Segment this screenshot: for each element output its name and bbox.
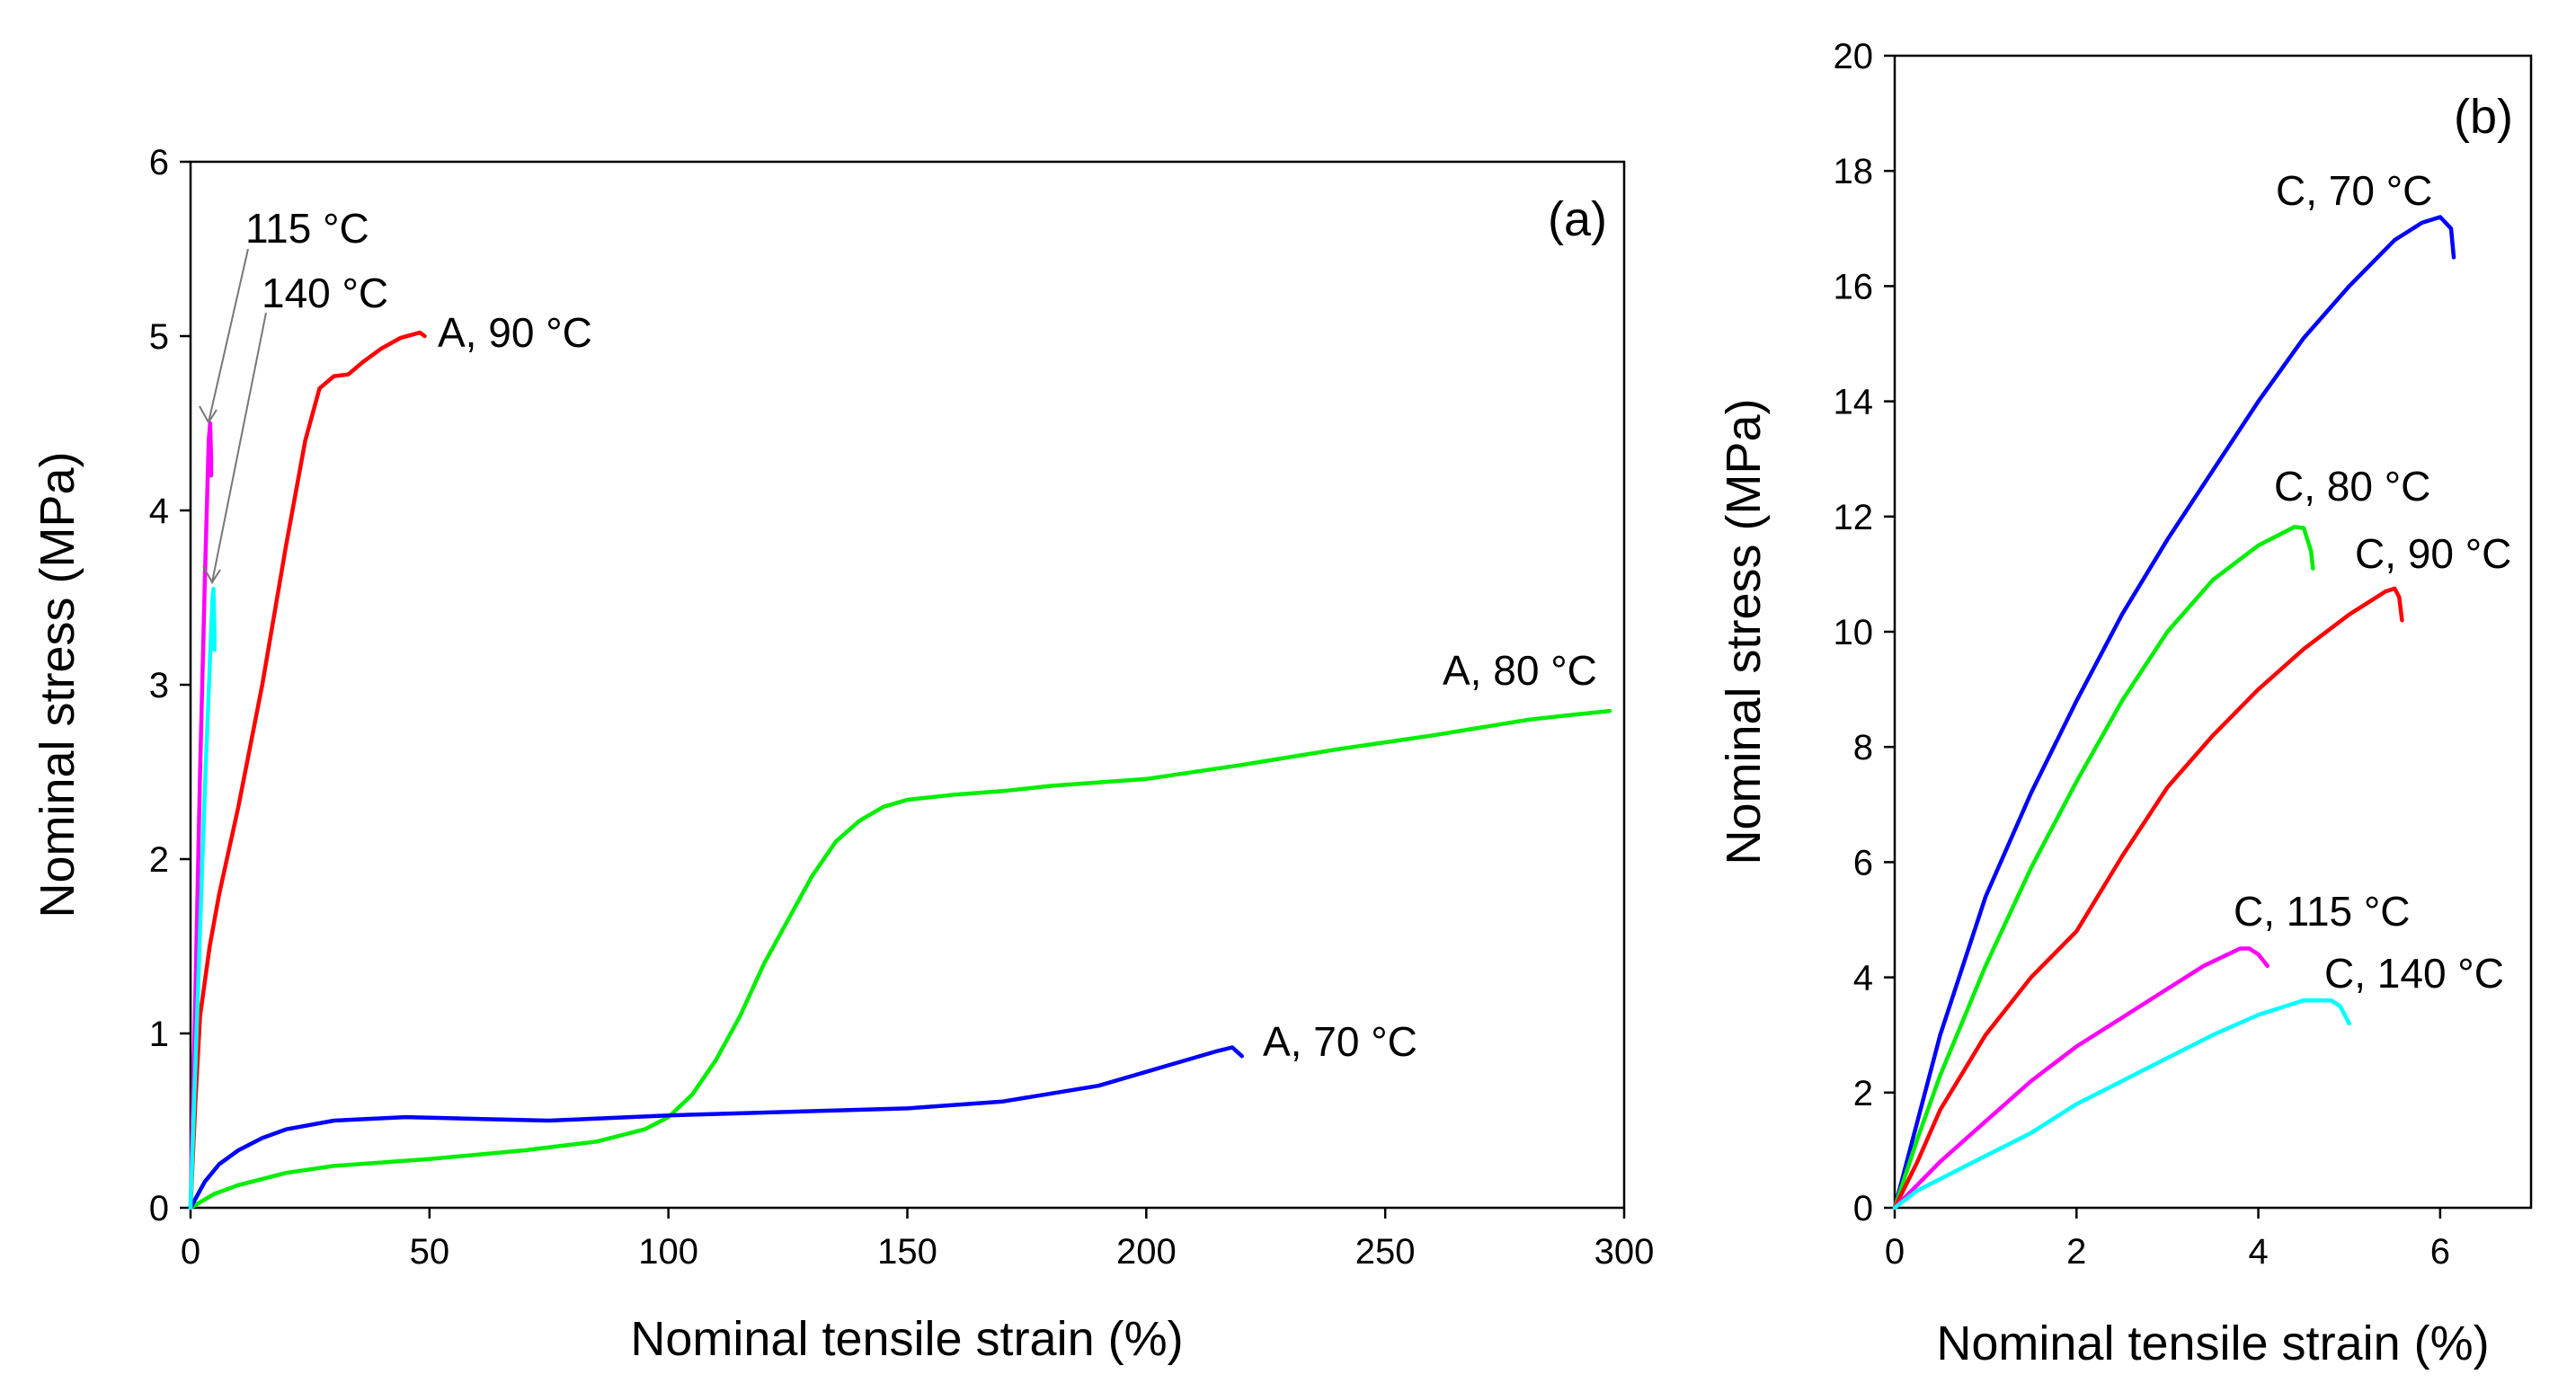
series-line-140-c: [188, 587, 217, 1210]
arrow-115: [208, 248, 249, 423]
y-tick-label: 16: [1834, 267, 1874, 306]
y-tick-label: 12: [1834, 498, 1874, 537]
y-tick-label: 6: [149, 143, 169, 182]
x-tick-label: 6: [2430, 1232, 2450, 1272]
y-tick-label: 0: [149, 1189, 169, 1228]
annotation-c-90: C, 90 °C: [2355, 530, 2511, 577]
x-axis-title-a: Nominal tensile strain (%): [630, 1312, 1183, 1366]
y-tick-label: 6: [1853, 843, 1873, 882]
annotation-140: 140 °C: [262, 270, 388, 316]
series-line-c-70-c: [1892, 215, 2456, 1210]
x-tick-label: 4: [2248, 1232, 2268, 1272]
annotation-c-70: C, 70 °C: [2276, 167, 2432, 214]
arrow-140: [211, 312, 267, 583]
chart-panel-b: 0 2 4 6 0 2 4 6 8 10 12 14 16 18 20 (b) Nominal tensi…: [1717, 37, 2533, 1370]
panel-label-a: (a): [1548, 192, 1607, 246]
x-axis-title-b: Nominal tensile strain (%): [1936, 1317, 2489, 1370]
y-tick-label: 14: [1834, 383, 1874, 422]
series-line-115-c: [188, 421, 214, 1210]
annotation-c-115: C, 115 °C: [2234, 888, 2411, 935]
arrowhead-140: [202, 565, 221, 584]
x-tick-label: 0: [181, 1232, 200, 1272]
y-tick-label: 4: [1853, 959, 1873, 998]
chart-panel-a: 0 50 100 150 200 250 300 0 1 2 3 4 5 6 (a) Nominal t…: [31, 143, 1654, 1366]
x-tick-label: 150: [877, 1232, 937, 1272]
annotation-a-80: A, 80 °C: [1443, 647, 1597, 694]
panel-label-b: (b): [2454, 90, 2513, 144]
x-tick-label: 50: [410, 1232, 450, 1272]
x-tick-label: 300: [1594, 1232, 1655, 1272]
y-tick-label: 2: [149, 840, 169, 880]
series-line-a-70-c: [188, 1045, 1244, 1210]
y-axis-title-b: Nominal stress (MPa): [1717, 398, 1771, 864]
x-tick-label: 200: [1116, 1232, 1177, 1272]
series-line-c-140-c: [1892, 997, 2351, 1210]
y-tick-label: 1: [149, 1015, 169, 1054]
series-line-c-90-c: [1892, 586, 2404, 1210]
y-axis-ticks-a: 0 1 2 3 4 5 6: [149, 143, 191, 1228]
series-line-a-80-c: [188, 708, 1612, 1210]
x-tick-label: 100: [638, 1232, 698, 1272]
x-tick-label: 250: [1355, 1232, 1416, 1272]
annotation-a-70: A, 70 °C: [1263, 1018, 1417, 1065]
annotation-c-80: C, 80 °C: [2274, 463, 2430, 510]
series-line-c-80-c: [1892, 525, 2315, 1210]
y-tick-label: 4: [149, 492, 169, 531]
series-line-c-115-c: [1892, 946, 2270, 1210]
series-group-b: [1892, 215, 2456, 1210]
y-tick-label: 3: [149, 666, 169, 705]
y-axis-title-a: Nominal stress (MPa): [31, 451, 84, 918]
x-axis-ticks-b: 0 2 4 6: [1885, 1208, 2450, 1272]
y-tick-label: 2: [1853, 1074, 1873, 1113]
y-tick-label: 20: [1834, 37, 1874, 76]
series-line-a-90-c: [188, 330, 427, 1210]
arrowhead-115: [199, 405, 218, 424]
x-axis-ticks-a: 0 50 100 150 200 250 300: [181, 1208, 1655, 1272]
y-tick-label: 18: [1834, 152, 1874, 191]
series-group-a: [188, 330, 1612, 1210]
x-tick-label: 0: [1885, 1232, 1905, 1272]
annotation-115: 115 °C: [245, 205, 369, 252]
y-axis-ticks-b: 0 2 4 6 8 10 12 14 16 18 20: [1834, 37, 1895, 1228]
x-tick-label: 2: [2066, 1232, 2086, 1272]
arrows-a: [199, 248, 267, 584]
y-tick-label: 0: [1853, 1189, 1873, 1228]
y-tick-label: 10: [1834, 613, 1874, 652]
y-tick-label: 8: [1853, 728, 1873, 767]
annotation-c-140: C, 140 °C: [2324, 950, 2504, 997]
annotation-a-90: A, 90 °C: [438, 309, 592, 356]
y-tick-label: 5: [149, 317, 169, 357]
